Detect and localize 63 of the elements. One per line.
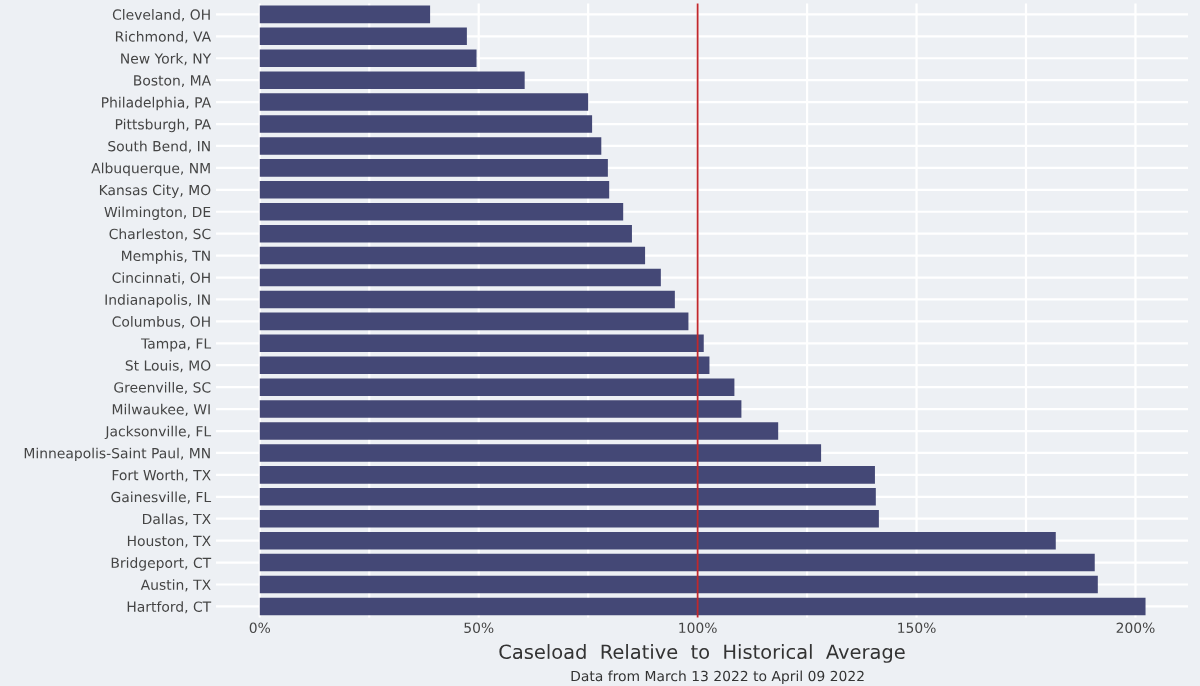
bar — [259, 531, 1056, 550]
x-tick-label: 50% — [464, 622, 494, 634]
bar — [259, 202, 624, 221]
y-tick-label: Minneapolis-Saint Paul, MN — [24, 447, 210, 462]
y-tick-label: Indianapolis, IN — [105, 294, 210, 308]
y-tick-label: New York, NY — [121, 52, 212, 66]
bar — [259, 268, 661, 287]
bar — [259, 597, 1146, 616]
bar — [259, 422, 779, 440]
x-tick-label: 200% — [1116, 622, 1155, 634]
y-tick-label: Boston, MA — [134, 75, 212, 88]
y-tick-label: Jacksonville, FL — [104, 425, 212, 440]
y-tick-label: Dallas, TX — [143, 513, 211, 526]
bar — [259, 137, 602, 155]
y-tick-label: Houston, TX — [127, 535, 211, 548]
bar — [259, 488, 876, 506]
y-tick-label: Bridgeport, CT — [111, 557, 212, 571]
y-tick-label: Cincinnati, OH — [112, 272, 210, 285]
y-tick-label: Cleveland, OH — [112, 9, 210, 22]
x-tick-label: 150% — [898, 622, 936, 634]
bar — [259, 356, 710, 374]
bar — [259, 49, 477, 68]
x-tick-label: 0% — [249, 622, 271, 634]
y-tick-label: Hartford, CT — [127, 601, 212, 614]
bar — [259, 246, 646, 265]
bar — [259, 71, 525, 89]
y-tick-label: Richmond, VA — [115, 31, 212, 44]
bar — [259, 181, 610, 199]
bar — [259, 466, 875, 484]
bar — [259, 115, 593, 133]
y-tick-label: Columbus, OH — [112, 316, 210, 329]
y-tick-label: Albuquerque, NM — [91, 162, 210, 177]
bar — [259, 27, 467, 46]
y-tick-label: Philadelphia, PA — [102, 96, 212, 111]
bar — [259, 575, 1098, 594]
bar — [259, 93, 589, 111]
y-tick-label: Wilmington, DE — [104, 206, 211, 220]
bar — [259, 5, 431, 24]
bar — [259, 553, 1095, 572]
bar — [259, 444, 822, 462]
y-tick-label: Memphis, TN — [122, 250, 210, 264]
bar — [259, 312, 689, 331]
y-tick-label: Charleston, SC — [109, 228, 211, 241]
x-axis-title: Caseload Relative to Historical Average — [499, 644, 905, 663]
bar — [259, 159, 608, 177]
y-tick-label: Greenville, SC — [114, 381, 211, 395]
y-tick-label: South Bend, IN — [108, 140, 210, 153]
bar — [259, 400, 742, 418]
y-tick-label: Kansas City, MO — [99, 184, 211, 198]
y-tick-label: Austin, TX — [140, 579, 211, 592]
x-tick-label: 100% — [679, 622, 717, 634]
y-tick-label: Fort Worth, TX — [112, 469, 211, 482]
y-tick-label: St Louis, MO — [125, 359, 211, 373]
text: Data from March 13 2022 to April 09 2022 — [571, 670, 864, 684]
bar — [259, 334, 704, 353]
y-tick-label: Gainesville, FL — [111, 491, 212, 504]
y-tick-label: Milwaukee, WI — [112, 403, 210, 416]
y-tick-label: Tampa, FL — [140, 338, 212, 352]
y-tick-label: Pittsburgh, PA — [115, 118, 212, 133]
bar — [259, 224, 632, 243]
bar — [259, 290, 675, 309]
bar — [259, 378, 735, 396]
bar — [259, 509, 879, 528]
